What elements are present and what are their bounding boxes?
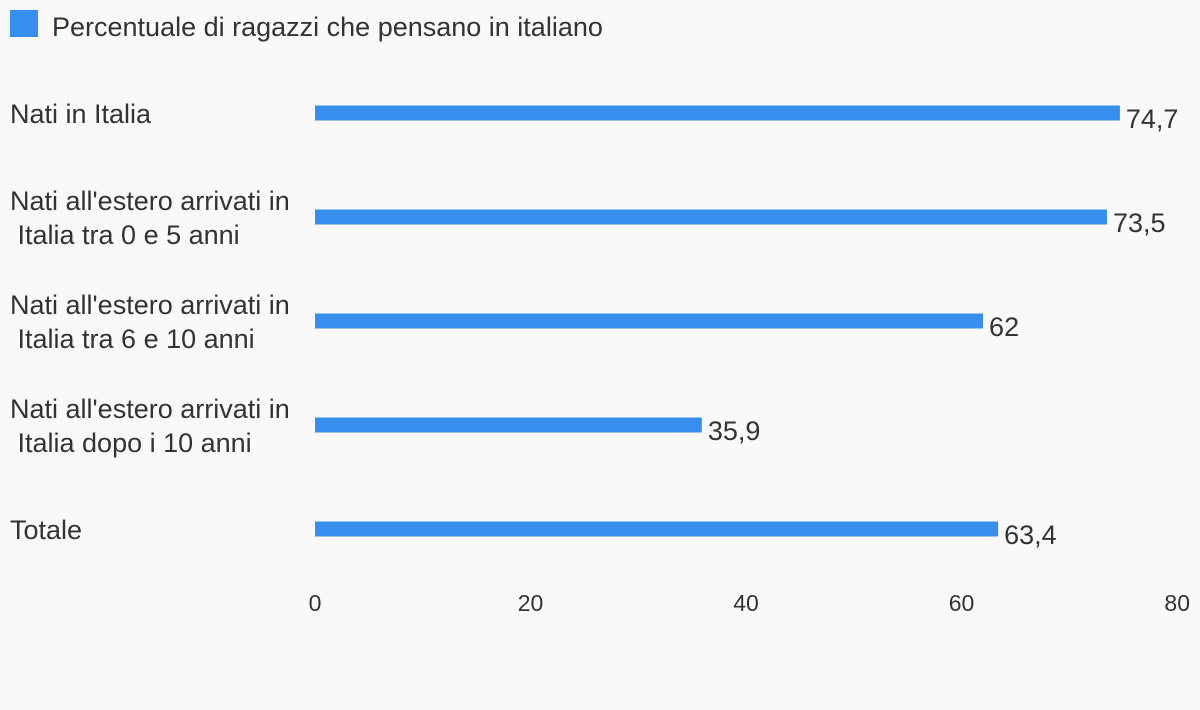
category-labels: Nati in Italia Nati all'estero arrivati i… xyxy=(10,99,290,545)
bar xyxy=(315,105,1120,121)
data-label: 63,4 xyxy=(1004,520,1057,550)
x-tick-label: 0 xyxy=(309,590,322,616)
category-label: Nati all'estero arrivati in Italia tra 6… xyxy=(10,290,290,354)
category-label: Totale xyxy=(10,515,82,545)
bar xyxy=(315,521,999,537)
data-label: 62 xyxy=(989,312,1019,342)
category-label: Nati in Italia xyxy=(10,99,152,129)
x-tick-label: 60 xyxy=(949,590,975,616)
legend-swatch xyxy=(10,10,38,37)
x-tick-label: 80 xyxy=(1164,590,1190,616)
bar xyxy=(315,417,702,433)
legend-label: Percentuale di ragazzi che pensano in it… xyxy=(52,12,603,42)
category-label: Nati all'estero arrivati in Italia tra 0… xyxy=(10,186,290,250)
legend: Percentuale di ragazzi che pensano in it… xyxy=(10,10,603,42)
x-axis-ticks: 0 20 40 60 80 xyxy=(309,590,1190,616)
data-label: 73,5 xyxy=(1113,208,1166,238)
x-tick-label: 40 xyxy=(733,590,759,616)
category-label: Nati all'estero arrivati in Italia dopo … xyxy=(10,394,290,458)
bar xyxy=(315,209,1107,225)
bar xyxy=(315,313,984,329)
data-labels: 74,7 73,5 62 35,9 63,4 xyxy=(708,104,1179,550)
data-label: 35,9 xyxy=(708,416,761,446)
bars xyxy=(315,105,1120,537)
x-tick-label: 20 xyxy=(518,590,544,616)
data-label: 74,7 xyxy=(1126,104,1179,134)
